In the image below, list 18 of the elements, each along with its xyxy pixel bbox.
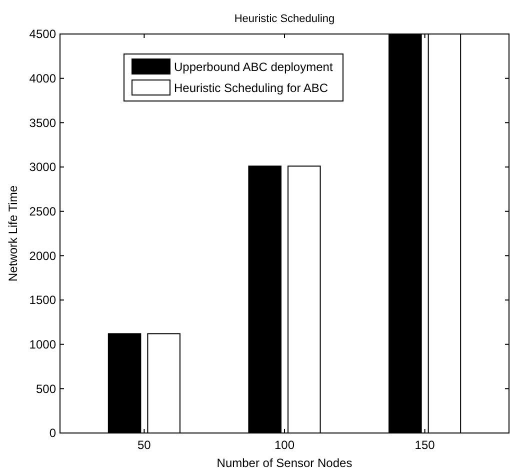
y-tick-label: 4000 [29,72,56,86]
y-tick-label: 2500 [29,204,56,219]
y-axis-title: Network Life Time [6,185,20,282]
y-tick-label: 4500 [29,27,56,42]
y-tick-label: 1000 [29,338,56,352]
y-tick-label: 500 [36,382,56,396]
y-tick-label: 3000 [29,160,56,174]
x-tick-label: 150 [414,438,436,452]
y-tick-label: 1500 [29,293,56,308]
x-tick-label: 100 [274,438,295,452]
x-tick-label: 50 [138,438,152,452]
y-tick-label: 2000 [29,248,56,263]
x-axis-title: Number of Sensor Nodes [216,456,352,470]
y-tick-label: 0 [49,426,56,440]
legend-label: Heuristic Scheduling for ABC [174,81,328,96]
y-tick-label: 3500 [29,116,56,130]
legend-label: Upperbound ABC deployment [174,60,334,74]
chart-title: Heuristic Scheduling [234,13,335,25]
